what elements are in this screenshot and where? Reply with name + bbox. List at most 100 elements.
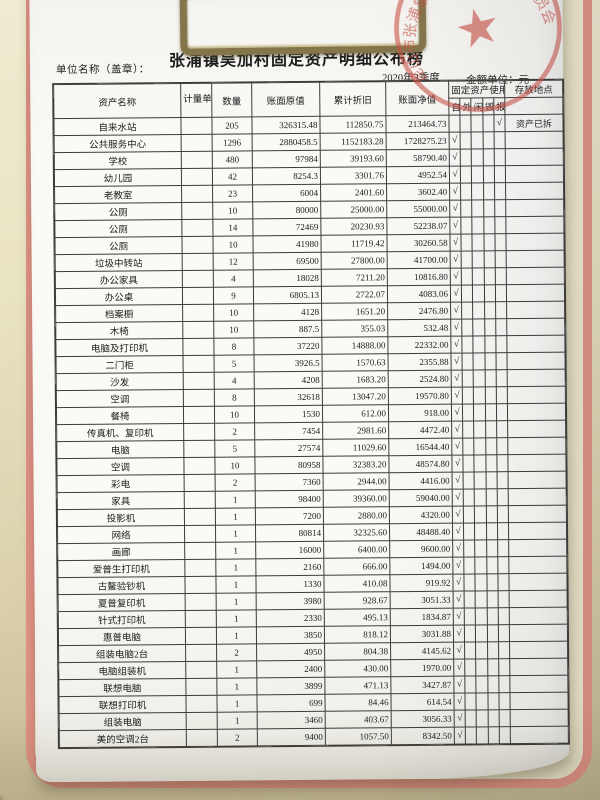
unit-cell <box>184 576 217 594</box>
usage-check-cell <box>460 114 472 133</box>
asset-name-cell: 沙发 <box>56 372 184 391</box>
net-value-cell: 4416.00 <box>389 472 453 490</box>
depreciation-cell: 84.46 <box>324 693 392 712</box>
asset-name-cell: 办公家具 <box>55 270 183 289</box>
usage-check-cell <box>465 709 477 728</box>
quantity-cell: 1 <box>216 626 257 645</box>
quantity-cell: 4 <box>214 371 255 390</box>
depreciation-cell: 2944.00 <box>323 472 390 491</box>
usage-check-cell <box>463 539 476 558</box>
net-value-cell: 1494.00 <box>389 557 453 575</box>
original-value-cell: 887.5 <box>253 320 322 338</box>
usage-check-cell <box>465 726 477 745</box>
net-value-cell: 3051.33 <box>390 591 454 609</box>
depreciation-cell: 39360.00 <box>323 489 390 508</box>
usage-check-cell <box>496 437 508 455</box>
usage-check-cell <box>473 335 485 353</box>
usage-check-cell: √ <box>452 574 465 592</box>
quantity-cell: 10 <box>214 456 256 475</box>
usage-check-cell <box>486 522 498 540</box>
quantity-cell: 9 <box>213 286 254 305</box>
usage-check-cell <box>499 726 511 744</box>
asset-name-cell: 自来水站 <box>53 117 182 136</box>
location-cell <box>505 216 564 234</box>
usage-check-cell <box>483 267 496 285</box>
usage-check-cell: √ <box>449 149 461 167</box>
net-value-cell: 4320.00 <box>389 506 453 524</box>
usage-check-cell: √ <box>453 693 466 711</box>
usage-check-cell <box>495 267 507 285</box>
asset-name-cell: 美的空调2台 <box>59 729 187 748</box>
usage-check-cell <box>473 420 486 438</box>
usage-check-cell <box>485 454 497 472</box>
quantity-cell: 205 <box>211 116 253 135</box>
col-header-unit: 计量单位 <box>180 83 212 118</box>
depreciation-cell: 11029.60 <box>322 438 389 457</box>
usage-check-cell <box>461 233 473 252</box>
usage-check-cell <box>483 284 496 302</box>
usage-check-cell <box>497 539 509 557</box>
depreciation-cell: 1057.50 <box>325 727 392 746</box>
usage-check-cell <box>462 335 474 354</box>
usage-check-cell <box>485 471 497 489</box>
quantity-cell: 480 <box>212 150 253 169</box>
usage-check-cell <box>462 420 475 439</box>
usage-check-cell <box>494 216 506 234</box>
usage-check-cell <box>498 641 510 659</box>
asset-name-cell: 彩电 <box>57 474 185 493</box>
usage-check-cell <box>497 505 509 523</box>
quantity-cell: 1 <box>215 524 256 543</box>
net-value-cell: 1728275.23 <box>386 132 450 150</box>
clipboard-clip <box>179 0 427 56</box>
asset-name-cell: 爱普生打印机 <box>57 559 185 578</box>
usage-check-cell <box>472 284 485 302</box>
original-value-cell: 7360 <box>255 473 324 491</box>
location-cell <box>506 318 565 336</box>
unit-cell <box>182 321 214 339</box>
assets-table-body: 自来水站 205 326315.48 112850.75 213464.73 √ 资产已拆公… <box>53 114 569 748</box>
net-value-cell: 59040.00 <box>389 489 453 507</box>
asset-name-cell: 惠普电脑 <box>58 627 186 646</box>
usage-check-cell <box>498 675 510 693</box>
net-value-cell: 16544.40 <box>388 438 452 456</box>
usage-check-cell <box>461 301 474 320</box>
asset-name-cell: 学校 <box>54 151 182 170</box>
depreciation-cell: 11719.42 <box>320 234 388 253</box>
usage-check-cell <box>476 709 488 727</box>
asset-name-cell: 公共服务中心 <box>54 134 182 153</box>
net-value-cell: 48488.40 <box>389 523 453 541</box>
asset-name-cell: 木椅 <box>55 321 183 340</box>
depreciation-cell: 7211.20 <box>321 268 388 287</box>
original-value-cell: 2160 <box>255 558 324 576</box>
col-header-asset-name: 资产名称 <box>53 83 181 119</box>
usage-check-cell <box>476 726 488 744</box>
usage-check-cell: √ <box>453 676 466 694</box>
net-value-cell: 2476.80 <box>387 302 451 320</box>
net-value-cell: 2355.88 <box>388 353 452 371</box>
usage-check-cell <box>498 692 511 710</box>
original-value-cell: 98400 <box>255 490 324 508</box>
usage-check-cell: √ <box>454 727 466 745</box>
location-cell <box>505 148 564 166</box>
usage-check-cell: √ <box>451 421 463 439</box>
usage-check-cell <box>462 369 474 388</box>
quantity-cell: 1 <box>215 558 256 577</box>
usage-check-cell <box>484 318 496 336</box>
usage-check-cell <box>498 709 511 727</box>
location-cell <box>505 199 564 217</box>
usage-check-cell <box>497 607 510 625</box>
quantity-cell: 14 <box>212 218 253 237</box>
depreciation-cell: 14888.00 <box>321 336 389 355</box>
usage-check-cell: √ <box>450 268 462 286</box>
location-cell <box>509 590 568 608</box>
usage-check-cell <box>472 267 484 285</box>
usage-check-cell <box>494 199 506 217</box>
usage-check-cell <box>464 590 476 609</box>
net-value-cell: 19570.80 <box>388 387 452 405</box>
depreciation-cell: 27800.00 <box>321 251 388 270</box>
usage-check-cell: √ <box>451 387 463 405</box>
usage-check-cell <box>475 590 487 608</box>
usage-check-cell <box>472 199 484 217</box>
original-value-cell: 3850 <box>256 626 325 644</box>
